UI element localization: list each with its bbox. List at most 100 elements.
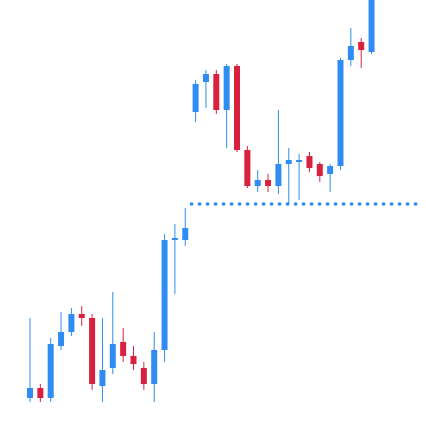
level-line-dot bbox=[413, 202, 418, 206]
candle-body-up bbox=[223, 66, 230, 110]
candle-body-up bbox=[47, 344, 54, 398]
candle bbox=[202, 70, 209, 108]
level-line-dot bbox=[373, 202, 378, 206]
candle-body-up bbox=[296, 160, 303, 162]
candle bbox=[347, 28, 354, 66]
candle bbox=[151, 332, 158, 402]
candle bbox=[68, 308, 75, 336]
level-line-dot bbox=[333, 202, 338, 206]
candle-body-up bbox=[58, 332, 65, 346]
candle-body-down bbox=[120, 342, 127, 356]
level-line-dot bbox=[237, 202, 242, 206]
candle-body-down bbox=[358, 42, 365, 50]
candle bbox=[78, 306, 85, 326]
candle-body-down bbox=[316, 164, 323, 176]
candle-body-down bbox=[234, 66, 240, 150]
level-line-dot bbox=[269, 202, 274, 206]
candle bbox=[337, 58, 344, 170]
candle bbox=[37, 384, 44, 402]
level-line-dot bbox=[357, 202, 362, 206]
candle bbox=[130, 346, 137, 370]
level-line-dot bbox=[309, 202, 314, 206]
candle-body-up bbox=[27, 388, 33, 398]
candle bbox=[368, 0, 375, 54]
level-line-dot bbox=[301, 202, 306, 206]
candle bbox=[161, 234, 168, 362]
level-line-dot bbox=[341, 202, 346, 206]
candle bbox=[120, 328, 127, 362]
candle-body-up bbox=[368, 0, 375, 52]
candle-body-down bbox=[213, 74, 220, 110]
candle bbox=[171, 224, 178, 294]
level-line-dot bbox=[397, 202, 402, 206]
candle-body-down bbox=[89, 318, 96, 384]
level-line-dot bbox=[277, 202, 282, 206]
level-line-dot bbox=[221, 202, 226, 206]
candle bbox=[306, 152, 313, 172]
level-line-group bbox=[189, 202, 418, 206]
candle bbox=[89, 314, 96, 390]
level-line-dot bbox=[261, 202, 266, 206]
level-line-dot bbox=[405, 202, 410, 206]
candle-body-down bbox=[265, 180, 272, 186]
candle-body-up bbox=[68, 314, 75, 332]
candle bbox=[316, 162, 323, 182]
level-line-dot bbox=[205, 202, 210, 206]
candle bbox=[285, 148, 292, 204]
level-line-dot bbox=[325, 202, 330, 206]
candle bbox=[99, 318, 106, 402]
candle-body-down bbox=[37, 388, 44, 398]
candle-body-up bbox=[192, 84, 199, 112]
candle bbox=[109, 292, 116, 374]
candle bbox=[47, 338, 54, 402]
candle bbox=[182, 208, 189, 246]
candle-body-up bbox=[109, 344, 116, 368]
level-line-dot bbox=[293, 202, 298, 206]
candle-body-up bbox=[151, 350, 158, 384]
candle-body-down bbox=[306, 156, 313, 168]
candle-body-down bbox=[78, 314, 85, 318]
level-line-dot bbox=[381, 202, 386, 206]
candles-group bbox=[27, 0, 375, 402]
candle bbox=[213, 70, 220, 114]
candle bbox=[265, 174, 272, 192]
candle-body-down bbox=[140, 368, 147, 384]
level-line-dot bbox=[245, 202, 250, 206]
level-line-dot bbox=[317, 202, 322, 206]
candle-body-up bbox=[327, 166, 334, 174]
candle-body-up bbox=[182, 228, 189, 240]
candle bbox=[244, 146, 251, 188]
candle bbox=[27, 318, 33, 402]
level-line-dot bbox=[365, 202, 370, 206]
candle-body-up bbox=[337, 60, 344, 166]
level-line-dot bbox=[389, 202, 394, 206]
candle-body-up bbox=[171, 238, 178, 240]
candle bbox=[254, 170, 261, 192]
candle-body-down bbox=[130, 356, 137, 364]
candle-body-up bbox=[161, 240, 168, 350]
candle bbox=[296, 154, 303, 200]
candle bbox=[140, 362, 147, 390]
candle bbox=[192, 80, 199, 122]
candle bbox=[358, 38, 365, 68]
candle bbox=[58, 312, 65, 350]
candle-body-down bbox=[244, 150, 251, 186]
level-line-dot bbox=[229, 202, 234, 206]
candle bbox=[275, 110, 282, 194]
candle-body-up bbox=[275, 164, 282, 186]
candle-body-up bbox=[99, 370, 106, 386]
level-line-dot bbox=[349, 202, 354, 206]
candle-body-up bbox=[202, 74, 209, 82]
candle bbox=[223, 64, 230, 148]
candle-body-up bbox=[285, 160, 292, 164]
level-line-dot bbox=[197, 202, 202, 206]
level-line-dot bbox=[213, 202, 218, 206]
level-line-dot bbox=[253, 202, 258, 206]
level-line-dot bbox=[189, 202, 194, 206]
candle bbox=[327, 164, 334, 192]
candle bbox=[234, 64, 240, 152]
candle-body-up bbox=[347, 46, 354, 60]
candle-body-up bbox=[254, 180, 261, 186]
